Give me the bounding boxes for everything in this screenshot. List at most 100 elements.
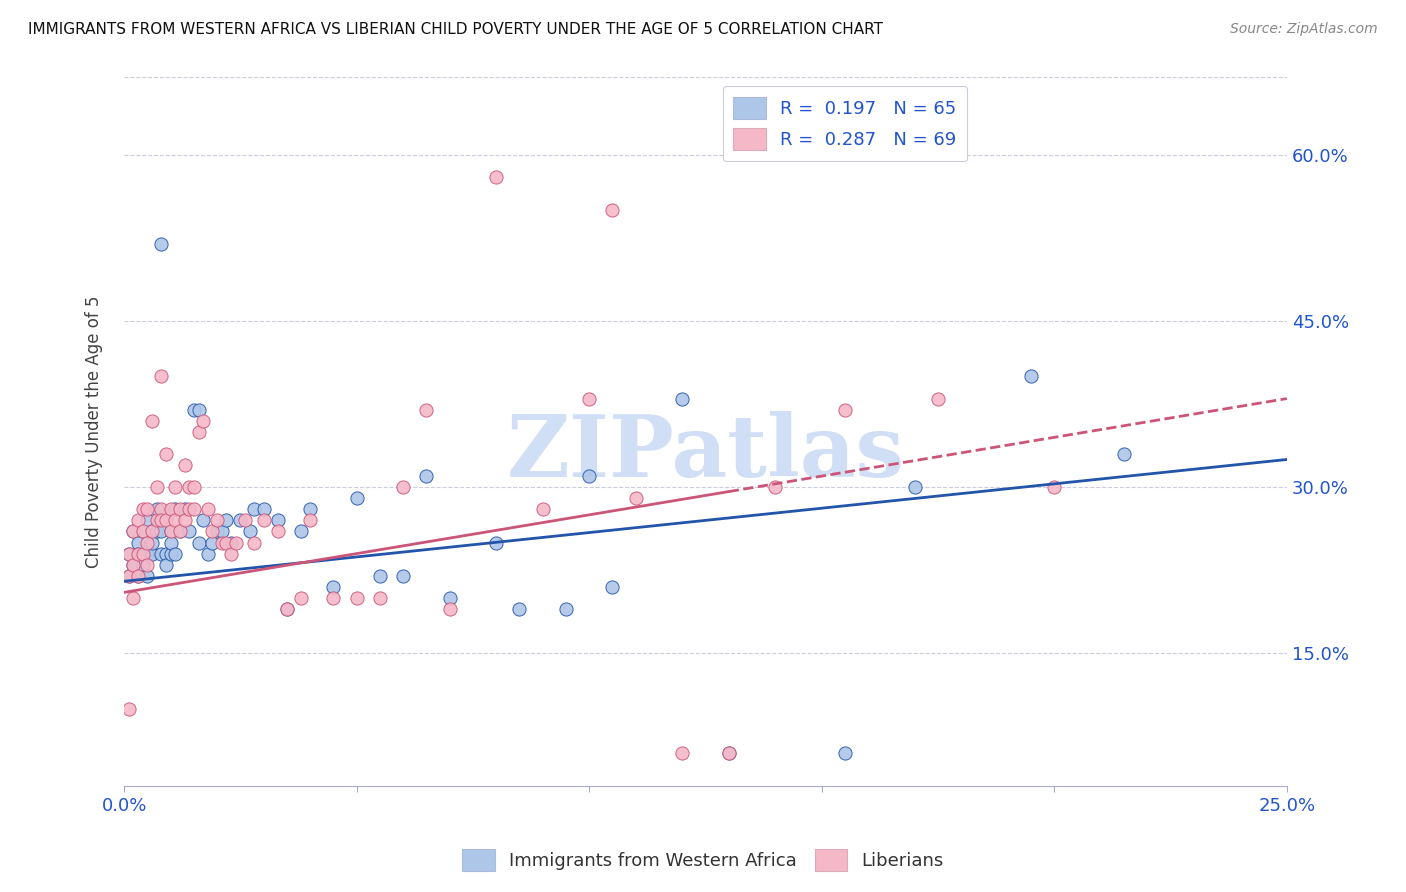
- Point: [127, 568, 149, 582]
- Point: [132, 558, 155, 572]
- Point: [173, 458, 195, 472]
- Point: [183, 480, 205, 494]
- Point: [211, 535, 233, 549]
- Point: [155, 547, 177, 561]
- Point: [415, 469, 437, 483]
- Point: [159, 547, 181, 561]
- Point: [578, 392, 600, 406]
- Point: [671, 392, 693, 406]
- Point: [187, 425, 209, 439]
- Point: [215, 513, 238, 527]
- Point: [219, 535, 242, 549]
- Point: [243, 535, 266, 549]
- Point: [169, 524, 191, 539]
- Point: [415, 402, 437, 417]
- Point: [145, 502, 167, 516]
- Point: [150, 369, 173, 384]
- Point: [136, 535, 159, 549]
- Point: [197, 502, 219, 516]
- Point: [165, 513, 187, 527]
- Point: [834, 746, 856, 760]
- Point: [127, 547, 149, 561]
- Point: [132, 547, 155, 561]
- Point: [439, 591, 461, 605]
- Point: [225, 535, 247, 549]
- Point: [322, 591, 344, 605]
- Y-axis label: Child Poverty Under the Age of 5: Child Poverty Under the Age of 5: [86, 295, 103, 568]
- Point: [187, 535, 209, 549]
- Point: [155, 447, 177, 461]
- Point: [159, 535, 181, 549]
- Point: [201, 535, 224, 549]
- Point: [159, 502, 181, 516]
- Point: [485, 170, 508, 185]
- Point: [136, 568, 159, 582]
- Point: [159, 524, 181, 539]
- Point: [253, 513, 276, 527]
- Point: [671, 746, 693, 760]
- Point: [555, 602, 578, 616]
- Point: [132, 502, 155, 516]
- Point: [165, 547, 187, 561]
- Point: [159, 524, 181, 539]
- Point: [299, 502, 322, 516]
- Point: [205, 524, 228, 539]
- Point: [229, 513, 252, 527]
- Point: [145, 513, 167, 527]
- Point: [276, 602, 298, 616]
- Point: [145, 480, 167, 494]
- Point: [169, 524, 191, 539]
- Point: [173, 513, 195, 527]
- Point: [127, 513, 149, 527]
- Point: [179, 502, 201, 516]
- Point: [392, 480, 415, 494]
- Point: [150, 513, 173, 527]
- Point: [201, 524, 224, 539]
- Point: [179, 480, 201, 494]
- Point: [155, 558, 177, 572]
- Point: [927, 392, 949, 406]
- Point: [136, 513, 159, 527]
- Text: IMMIGRANTS FROM WESTERN AFRICA VS LIBERIAN CHILD POVERTY UNDER THE AGE OF 5 CORR: IMMIGRANTS FROM WESTERN AFRICA VS LIBERI…: [28, 22, 883, 37]
- Point: [150, 502, 173, 516]
- Point: [165, 502, 187, 516]
- Point: [508, 602, 530, 616]
- Point: [122, 558, 145, 572]
- Point: [233, 513, 256, 527]
- Point: [834, 402, 856, 417]
- Point: [122, 591, 145, 605]
- Point: [150, 547, 173, 561]
- Point: [132, 524, 155, 539]
- Point: [578, 469, 600, 483]
- Point: [118, 547, 141, 561]
- Point: [290, 524, 312, 539]
- Point: [141, 524, 163, 539]
- Point: [368, 591, 391, 605]
- Point: [219, 547, 242, 561]
- Point: [197, 547, 219, 561]
- Point: [118, 701, 141, 715]
- Point: [485, 535, 508, 549]
- Point: [299, 513, 322, 527]
- Legend: R =  0.197   N = 65, R =  0.287   N = 69: R = 0.197 N = 65, R = 0.287 N = 69: [723, 87, 967, 161]
- Point: [122, 524, 145, 539]
- Point: [150, 524, 173, 539]
- Point: [211, 524, 233, 539]
- Point: [322, 580, 344, 594]
- Point: [141, 524, 163, 539]
- Point: [717, 746, 740, 760]
- Point: [127, 535, 149, 549]
- Point: [1019, 369, 1042, 384]
- Point: [717, 746, 740, 760]
- Point: [346, 591, 368, 605]
- Point: [392, 568, 415, 582]
- Point: [118, 568, 141, 582]
- Point: [155, 513, 177, 527]
- Point: [122, 558, 145, 572]
- Point: [136, 558, 159, 572]
- Text: Source: ZipAtlas.com: Source: ZipAtlas.com: [1230, 22, 1378, 37]
- Legend: Immigrants from Western Africa, Liberians: Immigrants from Western Africa, Liberian…: [454, 842, 952, 879]
- Point: [602, 203, 624, 218]
- Point: [173, 502, 195, 516]
- Point: [193, 414, 215, 428]
